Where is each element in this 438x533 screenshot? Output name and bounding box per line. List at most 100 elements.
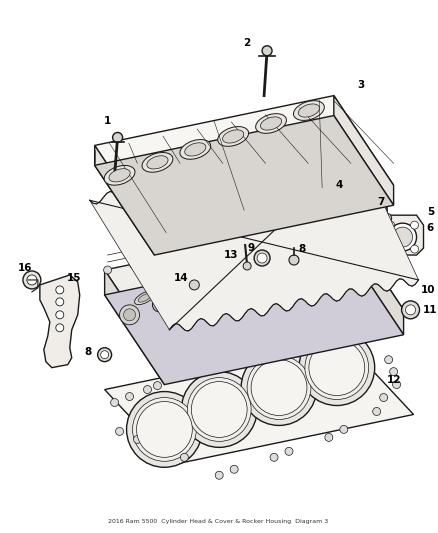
Circle shape [166,447,173,455]
Polygon shape [105,270,164,385]
Circle shape [241,350,317,425]
Circle shape [180,454,188,462]
Polygon shape [381,215,424,255]
Text: 11: 11 [423,305,438,315]
Circle shape [242,268,256,282]
Text: 1: 1 [104,116,111,125]
Circle shape [262,46,272,56]
Polygon shape [334,95,394,205]
Circle shape [402,301,420,319]
Text: 5: 5 [427,207,434,217]
Circle shape [360,256,368,264]
Ellipse shape [180,140,211,159]
Polygon shape [95,146,155,255]
Circle shape [270,454,278,462]
Circle shape [333,234,345,246]
Polygon shape [90,147,419,331]
Circle shape [287,253,301,267]
Ellipse shape [344,225,364,239]
Ellipse shape [234,259,254,273]
Circle shape [245,260,265,280]
Circle shape [181,249,189,257]
Circle shape [191,382,247,438]
Ellipse shape [354,273,374,287]
Circle shape [410,245,419,253]
Ellipse shape [314,233,334,247]
Circle shape [259,233,267,241]
Circle shape [187,377,251,441]
Circle shape [111,399,119,407]
Circle shape [285,227,293,235]
Polygon shape [344,220,403,335]
Circle shape [329,230,349,250]
Ellipse shape [185,143,206,156]
Text: 2: 2 [244,38,251,48]
Text: 7: 7 [377,197,385,207]
Circle shape [357,253,371,267]
Circle shape [162,290,181,310]
Ellipse shape [357,276,370,284]
Circle shape [144,385,152,393]
Circle shape [243,352,251,360]
Circle shape [98,348,112,362]
Circle shape [285,447,293,455]
Ellipse shape [142,152,173,172]
Circle shape [104,266,112,274]
Circle shape [387,245,395,253]
Circle shape [247,356,311,419]
Circle shape [373,408,381,416]
Circle shape [305,336,369,400]
Circle shape [389,223,417,251]
Ellipse shape [104,165,135,185]
Ellipse shape [168,284,181,292]
Ellipse shape [147,156,168,169]
Circle shape [380,393,388,401]
Circle shape [207,279,219,291]
Ellipse shape [261,117,282,130]
Circle shape [291,249,303,261]
Circle shape [56,324,64,332]
Circle shape [335,241,343,249]
Text: 15: 15 [67,273,81,283]
Ellipse shape [238,262,251,270]
Circle shape [287,245,307,265]
Circle shape [137,401,192,457]
Polygon shape [105,220,403,360]
Circle shape [134,435,141,443]
Circle shape [257,253,267,263]
Text: 3: 3 [357,79,364,90]
Text: 13: 13 [224,250,238,260]
Circle shape [215,471,223,479]
Circle shape [153,382,162,390]
Circle shape [189,280,199,290]
Circle shape [116,427,124,435]
Circle shape [23,271,41,289]
Text: 12: 12 [386,375,401,385]
Circle shape [360,311,368,319]
Circle shape [245,271,253,279]
Circle shape [207,244,215,252]
Circle shape [126,393,134,400]
Circle shape [392,227,413,247]
Ellipse shape [164,281,184,295]
Text: 4: 4 [335,180,343,190]
Circle shape [332,238,346,252]
Text: 6: 6 [427,223,434,233]
Ellipse shape [298,104,319,117]
Polygon shape [105,340,413,464]
Circle shape [289,255,299,265]
Circle shape [181,372,257,447]
Ellipse shape [293,101,324,120]
Circle shape [205,364,213,372]
Polygon shape [40,275,80,368]
Circle shape [310,328,318,336]
Ellipse shape [184,275,204,289]
Text: 16: 16 [18,263,32,273]
Ellipse shape [218,268,230,276]
Circle shape [233,238,241,246]
Circle shape [385,356,392,364]
Circle shape [299,330,374,406]
Circle shape [249,264,261,276]
Circle shape [113,133,123,142]
Text: 2016 Ram 5500  Cylinder Head & Cover & Rocker Housing  Diagram 3: 2016 Ram 5500 Cylinder Head & Cover & Ro… [108,519,328,523]
